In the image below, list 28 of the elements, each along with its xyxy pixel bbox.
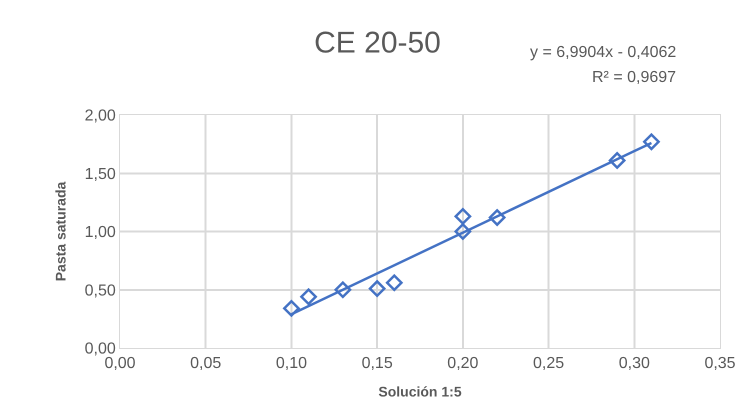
point [608,152,626,169]
x-tick-label: 0,15 [362,355,393,372]
x-tick-label: 0,20 [447,355,479,372]
x-tick-label: 0,10 [276,355,308,372]
text: y = 6,9904x - 0,4062 [530,44,676,61]
point [643,133,660,150]
y-tick-label: 0,50 [84,282,116,300]
point [368,280,386,297]
point [488,209,506,226]
text: R² = 0,9697 [592,69,676,86]
x-tick-label: 0,05 [190,355,222,372]
point [454,223,472,240]
point [386,274,403,292]
point [334,281,352,298]
x-axis-title: Solución 1:5 [378,384,462,400]
chart-title: CE 20-50 [314,26,441,60]
x-tick-label: 0,35 [704,355,736,372]
y-tick-label: 2,00 [84,108,116,125]
y-axis-title: Pasta saturada [52,181,68,282]
x-tick-label: 0,30 [618,355,650,372]
point [454,208,472,225]
x-tick-label: 0,25 [533,355,564,372]
y-tick-label: 0,00 [84,340,116,358]
y-tick-label: 1,00 [84,224,116,242]
point [300,288,317,306]
x-tick-label: 0,00 [104,355,136,372]
point [283,300,300,317]
y-tick-label: 1,50 [84,166,116,183]
